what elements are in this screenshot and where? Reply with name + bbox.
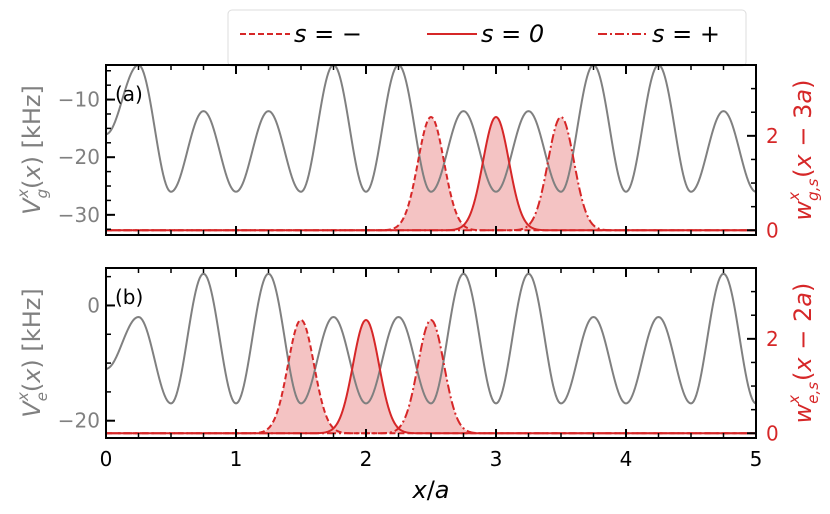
panel-b-right-ylabel: we,sx(x − 2a)	[785, 283, 822, 424]
panel-a-frame	[105, 64, 757, 236]
panel-b-potential-line	[105, 272, 757, 405]
panel-a-potential-line	[105, 63, 757, 193]
legend-label-plus: s = +	[652, 20, 720, 48]
panel-b-ytick-left-label-1: 0	[87, 293, 100, 317]
panel-b-ytick-left-label-0: −20	[58, 409, 100, 433]
xtick-label-0: 0	[100, 447, 113, 471]
panel-a-ytick-right-label-0: 0	[766, 218, 779, 242]
legend: s = − s = 0 s = +	[227, 9, 747, 67]
panel-a-ytick-right-label-1: 2	[766, 124, 779, 148]
panel-a-ytick-left-label-1: −20	[58, 145, 100, 169]
panel-a-ytick-left-label-0: −30	[58, 203, 100, 227]
legend-label-zero: s = 0	[481, 20, 544, 48]
xtick-label-2: 2	[360, 447, 373, 471]
panel-a-left-ylabel: Vgx(x) [kHz]	[14, 85, 51, 215]
panel-b-wannier-fill-2	[106, 319, 756, 434]
panel-b-label: (b)	[115, 285, 143, 309]
panel-a-ytick-left-label-2: −10	[58, 88, 100, 112]
panel-b-wannier-fills	[106, 319, 756, 434]
panel-b-left-ylabel: Vex(x) [kHz]	[14, 288, 51, 417]
panel-a: −30 −20 −10 0 2 (a) Vgx(x) [kHz] wg,sx(x − 3…	[14, 63, 822, 242]
panel-b-frame	[105, 267, 757, 439]
panel-b-wannier-line-2	[106, 318, 756, 435]
xtick-label-1: 1	[230, 447, 243, 471]
xtick-label-4: 4	[620, 447, 633, 471]
panel-b-ytick-right-label-1: 2	[766, 327, 779, 351]
panel-a-label: (a)	[115, 82, 143, 106]
legend-label-minus: s = −	[294, 20, 362, 48]
panel-a-wannier-fills	[106, 116, 756, 231]
panel-a-right-ylabel: wg,sx(x − 3a)	[785, 80, 822, 221]
xtick-label-5: 5	[750, 447, 763, 471]
x-axis-label: x/a	[411, 476, 449, 504]
panel-b-ytick-right-label-0: 0	[766, 421, 779, 445]
xtick-label-3: 3	[490, 447, 503, 471]
panel-a-wannier-fill-0	[106, 116, 756, 231]
